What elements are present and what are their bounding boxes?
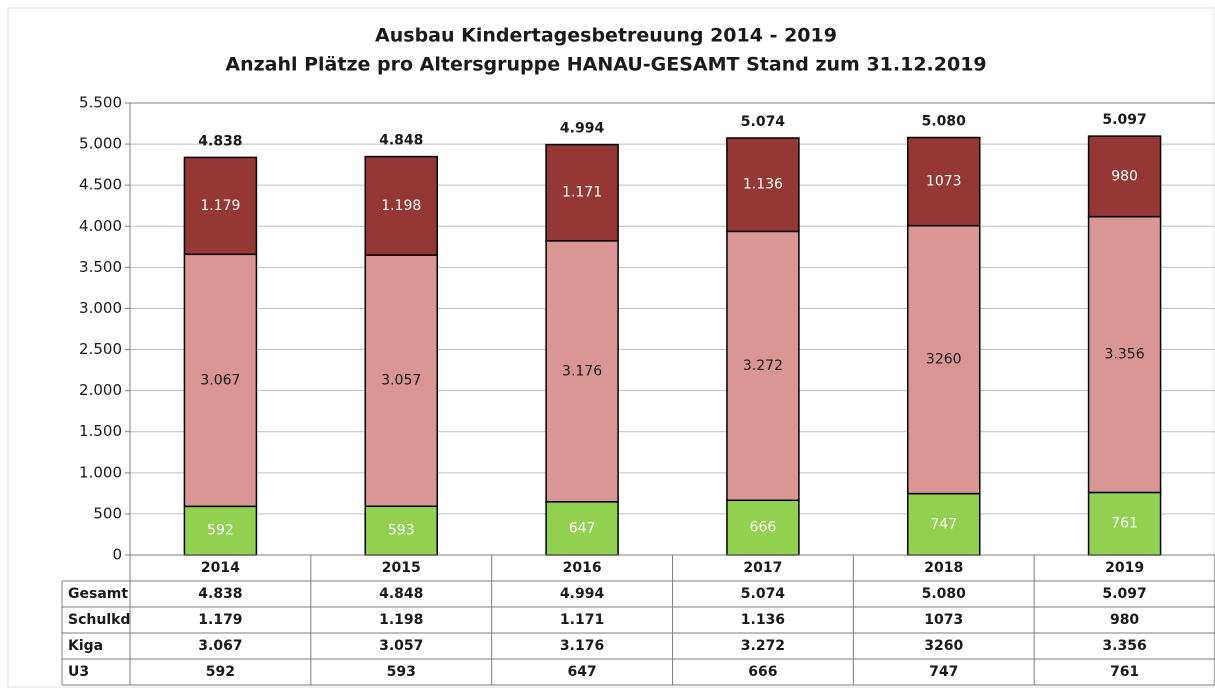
data-label: 1.136 (743, 177, 783, 193)
table-cell: 4.994 (560, 586, 605, 602)
total-label: 4.848 (379, 133, 423, 149)
table-row-label: Schulkd (68, 612, 130, 628)
y-tick-label: 4.000 (79, 217, 122, 235)
table-cell: 4.838 (198, 586, 242, 602)
y-tick-label: 1.000 (79, 463, 122, 481)
bar-segment (183, 156, 258, 256)
y-tick-label: 2.500 (79, 340, 122, 358)
bar-segment (364, 155, 438, 256)
table-cell: 666 (748, 664, 777, 680)
table-row-label: U3 (68, 664, 89, 680)
bar-segment (183, 253, 258, 508)
table-cell: 761 (1110, 664, 1139, 680)
table-cell: 4.848 (379, 586, 423, 602)
table-cell: 3.272 (741, 638, 785, 654)
data-label: 747 (930, 516, 957, 532)
bar-segment (364, 254, 438, 508)
bar-segment (1087, 215, 1162, 494)
data-label: 593 (388, 523, 415, 539)
table-row-label: Kiga (68, 638, 103, 654)
table-cell: 1.179 (198, 612, 242, 628)
y-tick-label: 2.000 (79, 381, 122, 399)
data-label: 3260 (926, 352, 962, 368)
data-label: 1.179 (200, 198, 240, 214)
data-label: 666 (750, 520, 777, 536)
table-cell: 5.074 (741, 586, 786, 602)
data-label: 3.067 (200, 372, 240, 388)
table-cell: 3.176 (560, 638, 604, 654)
bar-segment (1087, 491, 1162, 556)
data-label: 980 (1111, 168, 1138, 184)
bar-segment (726, 137, 800, 233)
data-label: 3.272 (743, 358, 783, 374)
data-label: 592 (207, 523, 234, 539)
bar-segment (545, 143, 619, 242)
table-cell: 5.080 (922, 586, 967, 602)
chart-frame (7, 7, 1215, 688)
table-cell: 747 (929, 664, 958, 680)
total-label: 5.080 (922, 114, 967, 130)
total-label: 4.994 (560, 121, 605, 137)
bar-segment (1087, 135, 1162, 218)
data-label: 1.198 (381, 198, 421, 214)
table-cell: 1.198 (379, 612, 423, 628)
table-cell: 3.057 (379, 638, 423, 654)
table-cell: 3.067 (198, 638, 242, 654)
y-tick-label: 5.500 (79, 94, 122, 112)
chart-subtitle: Anzahl Plätze pro Altersgruppe HANAU-GES… (225, 54, 986, 76)
y-tick-label: 500 (93, 504, 122, 522)
total-label: 5.074 (741, 114, 786, 130)
y-tick-label: 4.500 (79, 176, 122, 194)
x-tick-label: 2017 (743, 560, 782, 576)
table-cell: 593 (387, 664, 416, 680)
x-tick-label: 2019 (1105, 560, 1144, 576)
table-cell: 1.171 (560, 612, 604, 628)
bar-segment (907, 136, 981, 227)
y-tick-label: 5.000 (79, 135, 122, 153)
table-cell: 1073 (924, 612, 963, 628)
y-tick-label: 3.500 (79, 258, 122, 276)
y-tick-label: 1.500 (79, 422, 122, 440)
chart-title: Ausbau Kindertagesbetreuung 2014 - 2019 (375, 25, 837, 47)
total-label: 5.097 (1102, 112, 1146, 128)
x-tick-label: 2018 (924, 560, 963, 576)
total-label: 4.838 (198, 133, 242, 149)
data-label: 1073 (926, 174, 962, 190)
data-label: 761 (1111, 516, 1138, 532)
data-label: 3.356 (1105, 347, 1145, 363)
table-cell: 980 (1110, 612, 1139, 628)
data-label: 1.171 (562, 185, 602, 201)
bar-segment (183, 505, 258, 556)
data-label: 647 (569, 520, 596, 536)
bar-segment (545, 240, 619, 503)
table-cell: 592 (206, 664, 235, 680)
x-tick-label: 2014 (201, 560, 240, 576)
table-cell: 3.356 (1102, 638, 1146, 654)
y-tick-label: 3.000 (79, 299, 122, 317)
data-label: 3.057 (381, 373, 421, 389)
table-cell: 647 (567, 664, 596, 680)
x-tick-label: 2015 (382, 560, 421, 576)
y-tick-label: 0 (112, 546, 122, 564)
table-row-label: Gesamt (68, 586, 128, 602)
table-cell: 5.097 (1102, 586, 1146, 602)
x-tick-label: 2016 (563, 560, 602, 576)
table-cell: 1.136 (741, 612, 785, 628)
table-cell: 3260 (924, 638, 963, 654)
data-label: 3.176 (562, 363, 602, 379)
